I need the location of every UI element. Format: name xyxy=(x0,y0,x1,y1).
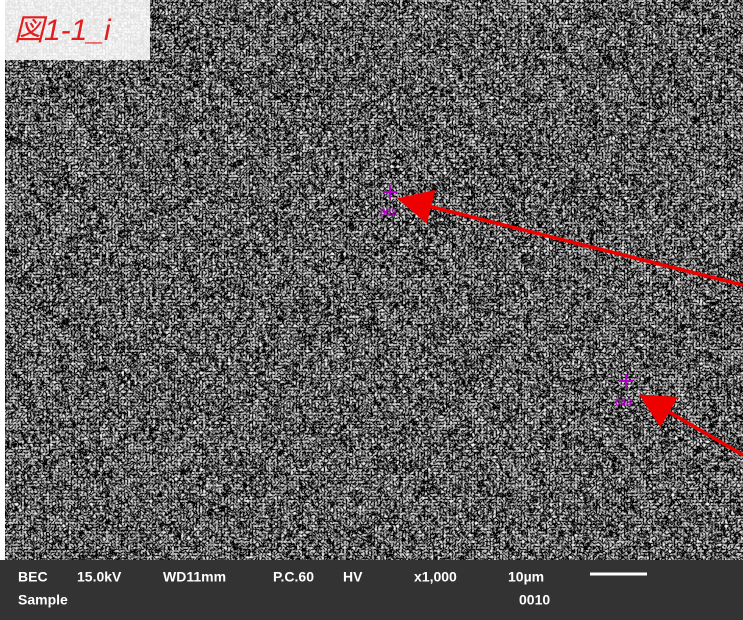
info-text: x1,000 xyxy=(414,569,457,585)
info-text: 15.0kV xyxy=(77,569,122,585)
label-box xyxy=(0,0,150,60)
info-text: HV xyxy=(343,569,363,585)
info-text: P.C.60 xyxy=(273,569,314,585)
info-text: BEC xyxy=(18,569,48,585)
figure-label: 図1-1_i xyxy=(14,14,112,47)
info-text: 0010 xyxy=(519,592,550,608)
arrow xyxy=(638,394,743,457)
arrow xyxy=(397,189,743,287)
micrograph xyxy=(5,0,743,560)
info-text: WD11mm xyxy=(163,569,226,585)
info-bar xyxy=(0,560,743,620)
point-marker xyxy=(383,185,397,199)
info-text: 10µm xyxy=(508,569,544,585)
point-label: 002 xyxy=(380,208,397,219)
info-text: Sample xyxy=(18,592,68,608)
point-label: 003 xyxy=(615,398,632,409)
point-marker xyxy=(619,374,633,388)
